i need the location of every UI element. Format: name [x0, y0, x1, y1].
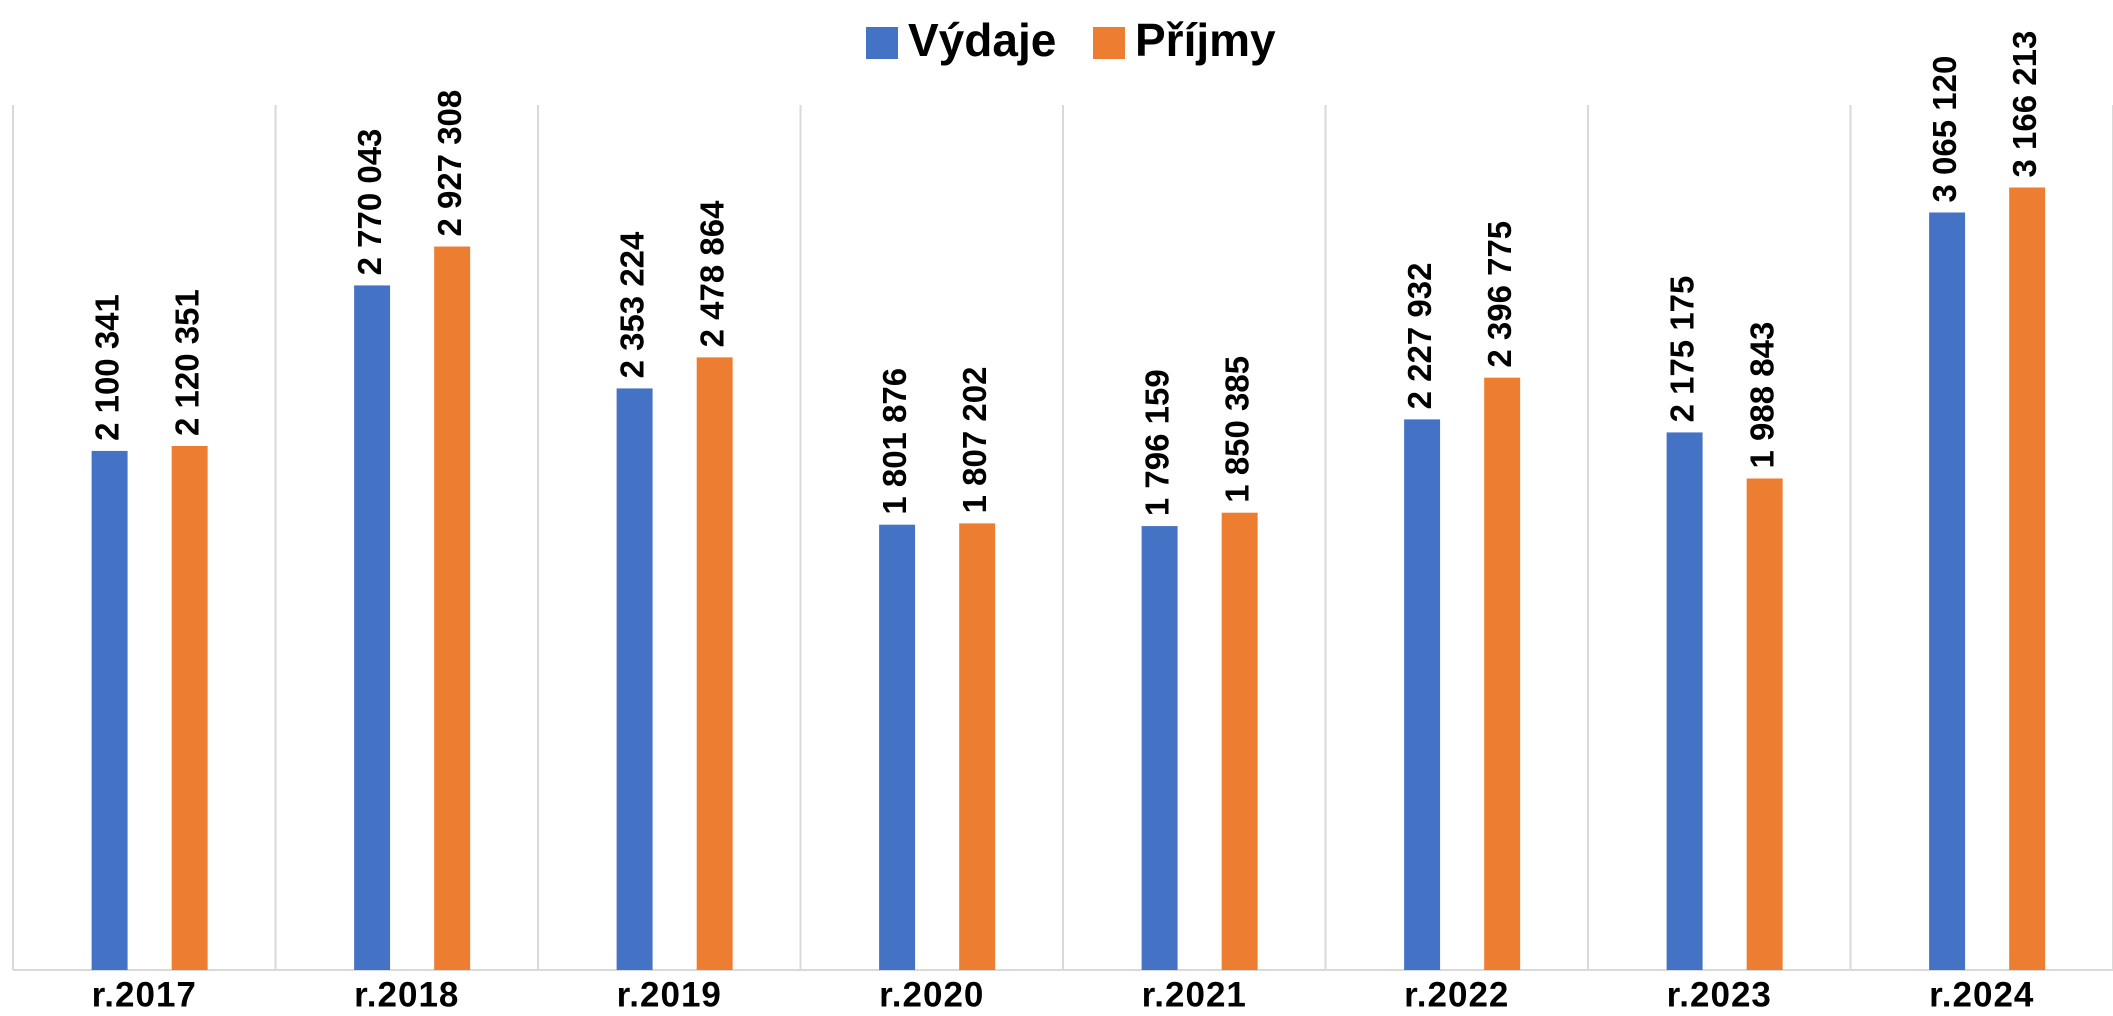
bar — [1666, 432, 1703, 970]
bar — [171, 445, 208, 970]
bar — [2009, 187, 2046, 971]
value-label: 2 770 043 — [351, 129, 388, 276]
x-tick-label: r.2019 — [617, 975, 722, 1014]
value-label: 2 353 224 — [613, 231, 650, 378]
bar — [879, 524, 916, 970]
x-tick-label: r.2020 — [879, 975, 984, 1014]
value-label: 1 850 385 — [1218, 356, 1255, 503]
bar — [1141, 526, 1178, 970]
value-label: 3 166 213 — [2006, 31, 2043, 178]
value-label: 2 927 308 — [431, 90, 468, 237]
x-tick-label: r.2018 — [354, 975, 459, 1014]
value-label: 2 227 932 — [1401, 263, 1438, 410]
bar — [616, 388, 653, 971]
bar — [354, 285, 391, 970]
value-label: 2 175 175 — [1663, 276, 1700, 423]
value-label: 1 796 159 — [1138, 369, 1175, 516]
bar — [959, 523, 996, 970]
bar — [1929, 212, 1966, 971]
x-tick-label: r.2017 — [92, 975, 197, 1014]
bar — [1221, 512, 1258, 970]
legend-label: Výdaje — [908, 14, 1056, 66]
bar — [1746, 478, 1783, 970]
x-tick-label: r.2021 — [1142, 975, 1247, 1014]
value-label: 2 396 775 — [1481, 221, 1518, 368]
legend-label: Příjmy — [1135, 14, 1276, 66]
value-label: 1 988 843 — [1743, 322, 1780, 469]
bar — [1404, 419, 1441, 970]
value-label: 1 807 202 — [956, 367, 993, 514]
value-label: 2 478 864 — [693, 200, 730, 347]
value-label: 2 100 341 — [88, 294, 125, 441]
legend-swatch — [866, 27, 898, 59]
bar — [1484, 377, 1521, 970]
x-tick-label: r.2024 — [1929, 975, 2034, 1014]
x-tick-label: r.2023 — [1667, 975, 1772, 1014]
value-label: 3 065 120 — [1926, 56, 1963, 203]
bar — [434, 246, 471, 970]
x-tick-label: r.2022 — [1404, 975, 1509, 1014]
legend-swatch — [1093, 27, 1125, 59]
bar — [696, 357, 733, 970]
value-label: 1 801 876 — [876, 368, 913, 515]
value-label: 2 120 351 — [168, 289, 205, 436]
bar — [91, 450, 128, 970]
